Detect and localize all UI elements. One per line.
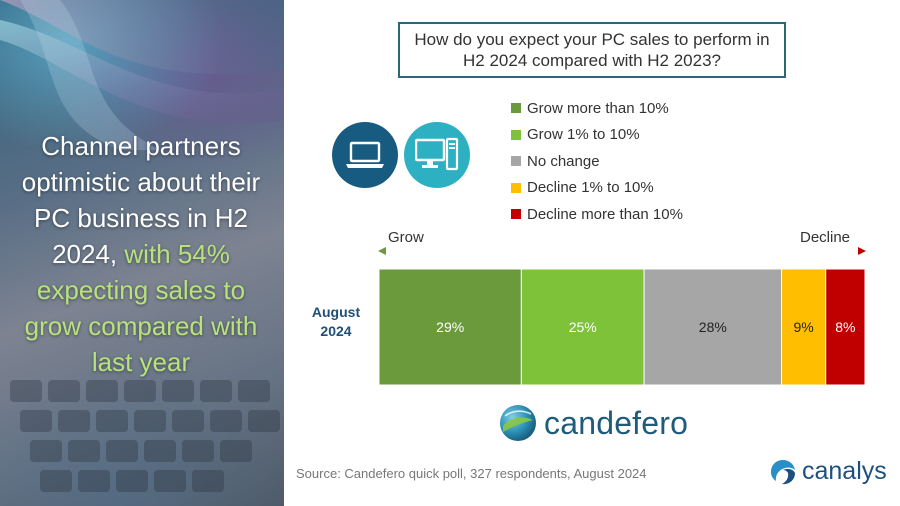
bar-segment [825, 269, 865, 385]
hero-headline-plain: Channel partners optimistic about their … [21, 131, 261, 269]
legend-item: Grow 1% to 10% [511, 122, 683, 149]
hero-headline-accent: with 54% expecting sales to grow compare… [24, 239, 258, 377]
legend-label: No change [527, 152, 600, 170]
chart-title-box: How do you expect your PC sales to perfo… [398, 22, 786, 78]
legend-swatch [511, 209, 521, 220]
canalys-logo: canalys [769, 457, 887, 486]
legend-label: Grow 1% to 10% [527, 126, 640, 144]
canalys-wordmark: canalys [802, 457, 887, 485]
legend-item: No change [511, 148, 683, 175]
legend-swatch [511, 129, 521, 140]
legend-swatch [511, 156, 521, 167]
legend-swatch [511, 103, 521, 114]
hero-headline: Channel partners optimistic about their … [10, 128, 272, 380]
candefero-globe-icon [500, 405, 536, 441]
bar-segment [379, 269, 522, 385]
desktop-icon [404, 122, 470, 188]
data-label: 8% [835, 319, 855, 335]
candefero-wordmark: candefero [544, 404, 689, 441]
chart-title: How do you expect your PC sales to perfo… [414, 30, 770, 70]
candefero-logo: candefero [499, 404, 688, 442]
legend-label: Decline more than 10% [527, 205, 683, 223]
row-label: August 2024 [311, 304, 361, 339]
data-label: 29% [436, 319, 464, 335]
legend-item: Grow more than 10% [511, 95, 683, 122]
legend-swatch [511, 182, 521, 193]
legend-item: Decline more than 10% [511, 201, 683, 228]
legend-item: Decline 1% to 10% [511, 175, 683, 202]
axis-decline-label: Decline [800, 229, 851, 246]
legend-label: Decline 1% to 10% [527, 179, 654, 197]
bar-segment [520, 269, 645, 385]
hero-background-art [0, 0, 284, 492]
data-label: 28% [699, 319, 727, 335]
chart-legend: Grow more than 10% Grow 1% to 10% No chang… [511, 95, 683, 228]
canalys-mark-icon [771, 459, 795, 484]
bar-segment [781, 269, 827, 385]
stacked-bar: 29% 25% 28% 9% 8% [379, 269, 865, 385]
data-label: 25% [569, 319, 597, 335]
bar-segment [643, 269, 783, 385]
data-label: 9% [794, 319, 814, 335]
axis-grow-label: Grow [388, 229, 424, 246]
laptop-icon [332, 122, 398, 188]
source-note: Source: Candefero quick poll, 327 respon… [296, 466, 647, 481]
grow-decline-arrow [378, 247, 866, 255]
hero-panel: Channel partners optimistic about their … [0, 0, 284, 506]
legend-label: Grow more than 10% [527, 99, 669, 117]
